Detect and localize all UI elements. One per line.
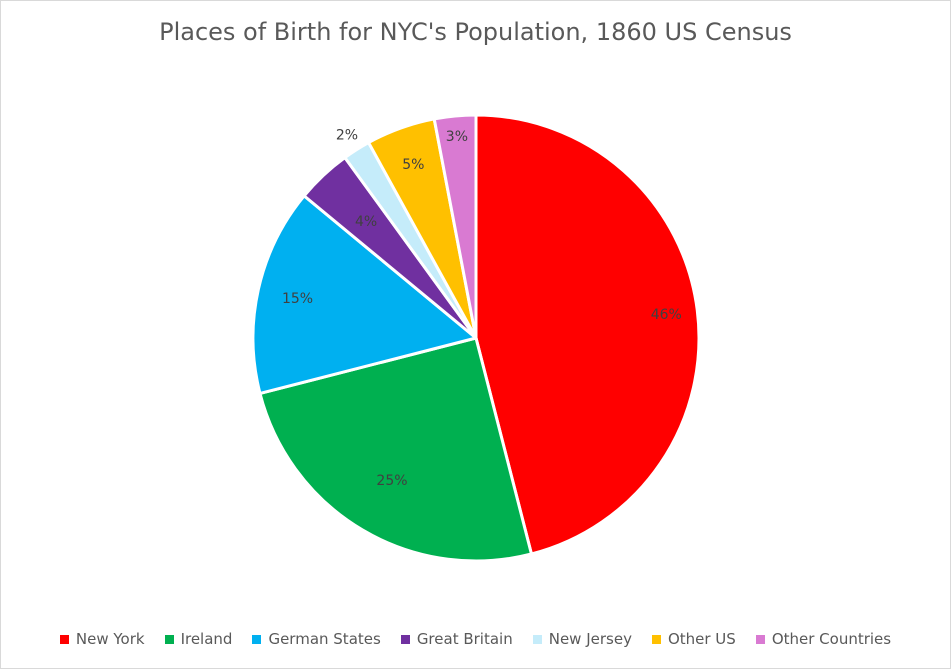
chart-legend: New York Ireland German States Great Britai… [0,627,951,651]
legend-label: Ireland [180,630,233,648]
pie-slice-other-countries [432,113,478,340]
legend-label: German States [268,630,381,648]
legend-label: New Jersey [548,630,632,648]
chart-title: Places of Birth for NYC's Population, 18… [159,18,792,46]
legend-swatch [400,634,410,644]
data-label-ireland: 25% [376,473,407,489]
legend-label: Other Countries [771,630,892,648]
pie-slice-german-states [251,194,478,395]
legend-swatch [651,634,661,644]
data-label-german-states: 15% [282,291,313,307]
legend-item-new-york: New York [59,630,145,648]
legend-swatch [252,634,262,644]
data-label-new-york: 46% [651,307,682,323]
legend-swatch [532,634,542,644]
legend-item-german-states: German States [252,630,381,648]
data-label-new-jersey: 2% [336,128,358,144]
data-label-other-us: 5% [402,157,424,173]
legend-item-great-britain: Great Britain [400,630,513,648]
legend-item-new-jersey: New Jersey [532,630,632,648]
legend-item-other-us: Other US [651,630,736,648]
legend-item-other-countries: Other Countries [755,630,892,648]
legend-label: Great Britain [416,630,513,648]
pie-slice-ireland [258,336,533,563]
legend-label: New York [75,630,145,648]
data-label-other-countries: 3% [446,129,468,145]
legend-swatch [59,634,69,644]
legend-item-ireland: Ireland [164,630,233,648]
data-label-great-britain: 4% [355,214,377,230]
legend-swatch [164,634,174,644]
pie-slice-new-york [474,113,701,556]
legend-swatch [755,634,765,644]
legend-label: Other US [667,630,736,648]
